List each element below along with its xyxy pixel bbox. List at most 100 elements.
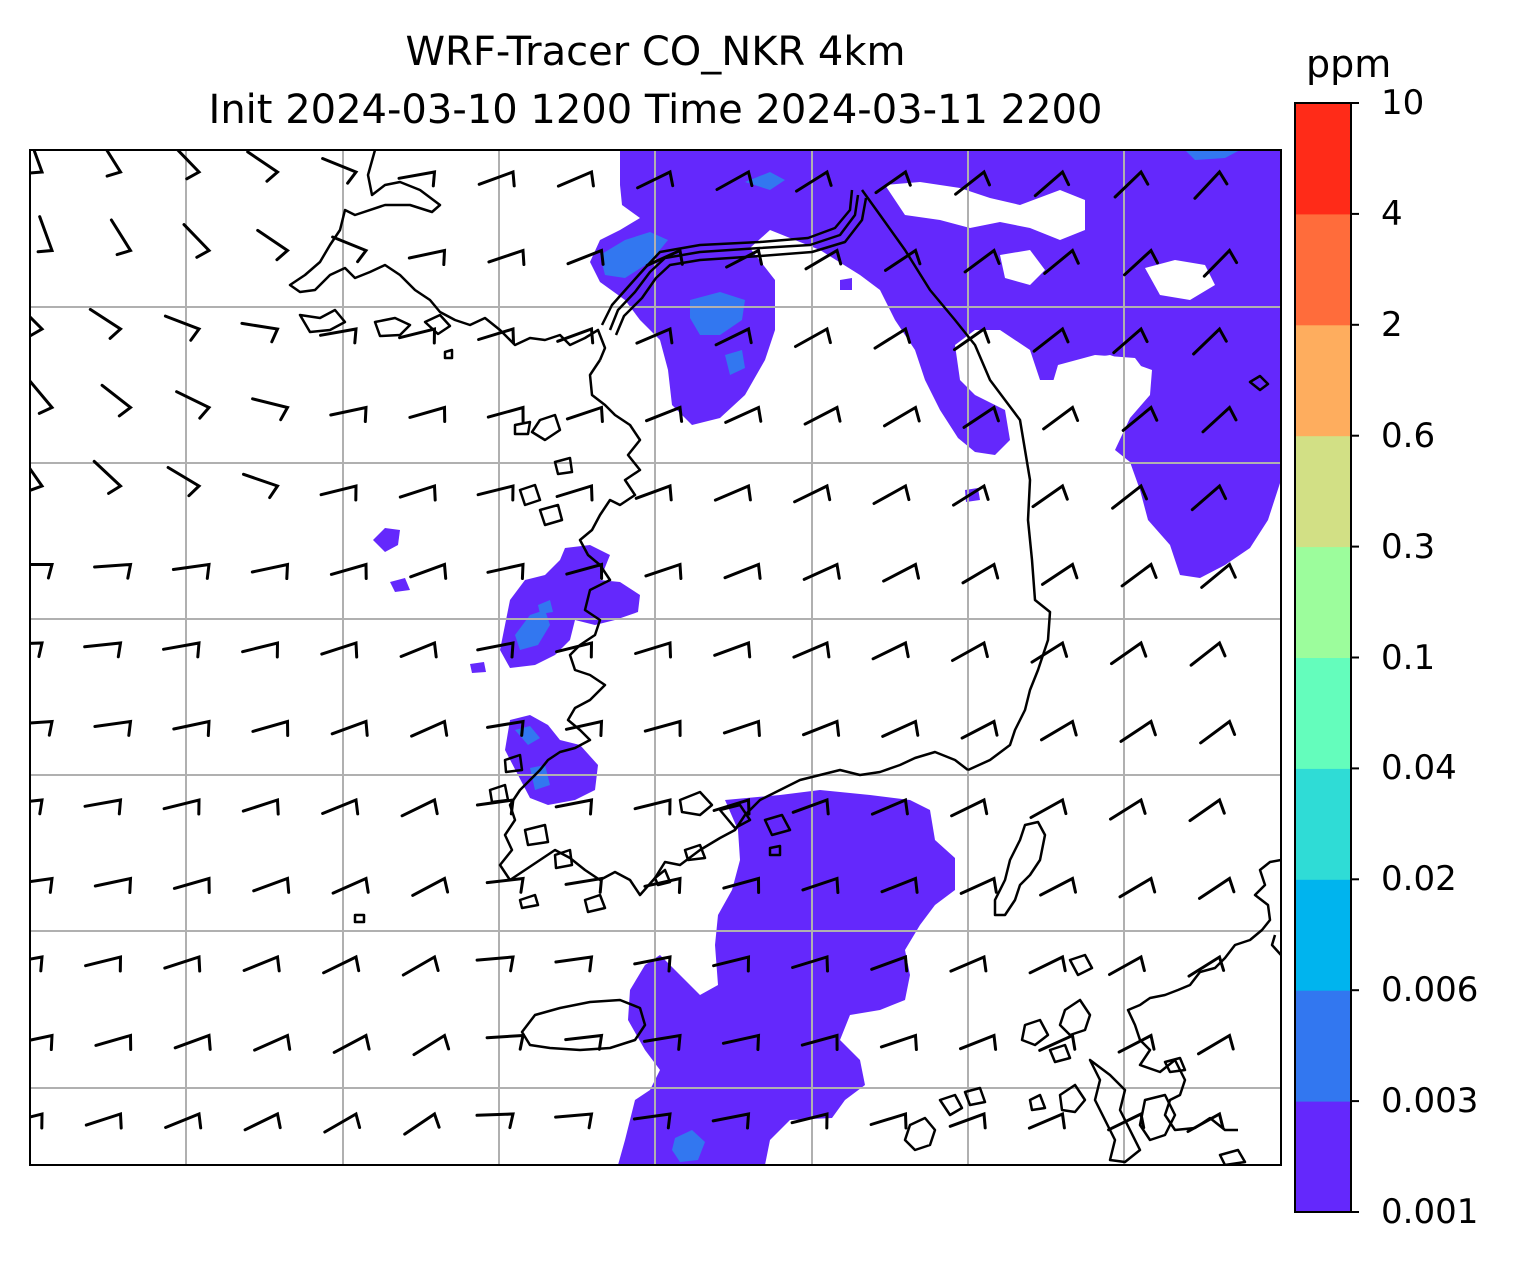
wind-barb — [83, 798, 123, 816]
wind-barb — [331, 876, 370, 895]
wind-barb — [1189, 640, 1227, 667]
wind-barb — [1193, 169, 1229, 200]
wind-barb — [162, 798, 201, 816]
wind-barb — [251, 719, 290, 737]
wind-barb — [475, 955, 515, 973]
tracer-core-3 — [725, 350, 745, 375]
wind-barb — [104, 150, 123, 178]
wind-barb — [1042, 405, 1080, 431]
wind-barb — [871, 640, 910, 661]
tracer-blob-5 — [470, 662, 486, 673]
wind-barb — [319, 327, 358, 345]
wind-barb — [1107, 1111, 1146, 1132]
wind-barb — [1033, 169, 1071, 198]
wind-barb — [791, 954, 829, 973]
wind-barb — [475, 1112, 515, 1130]
wind-barb — [403, 1111, 441, 1136]
wind-barb — [1186, 1111, 1225, 1133]
colorbar-segment — [1295, 657, 1351, 769]
wind-barb — [411, 876, 450, 897]
colorbar-tick-label: 10 — [1381, 83, 1425, 123]
tracer-blob-4 — [390, 578, 410, 592]
map-area — [30, 150, 1281, 1165]
wind-barb — [962, 405, 1000, 429]
wind-barb — [644, 562, 683, 580]
wind-barb — [407, 248, 447, 266]
wind-barb — [874, 169, 912, 195]
wind-barb — [802, 719, 841, 737]
wind-barb — [30, 563, 54, 580]
wind-barb — [724, 405, 763, 424]
wind-barb — [554, 1112, 594, 1130]
map-title-line2: Init 2024-03-10 1200 Time 2024-03-11 220… — [208, 87, 1103, 133]
wind-barb — [398, 483, 437, 502]
wind-barb — [790, 1112, 829, 1130]
colorbar-segment — [1295, 990, 1351, 1102]
wind-barb — [93, 562, 133, 580]
wind-barb — [83, 641, 123, 659]
wind-barb — [30, 314, 45, 338]
wind-barb — [960, 719, 999, 740]
wind-barb — [1043, 248, 1080, 275]
wind-barb — [1201, 405, 1238, 434]
wind-barb — [487, 248, 526, 266]
wind-barb — [30, 955, 44, 973]
tracer-core-2 — [690, 292, 745, 335]
wind-barb — [246, 150, 280, 183]
wind-barb — [1113, 169, 1150, 199]
wind-barb — [320, 640, 359, 659]
wind-barb — [84, 955, 123, 973]
wind-barb — [409, 562, 448, 580]
wind-barb — [565, 405, 604, 423]
wind-barb — [1109, 797, 1147, 821]
wind-barb — [1030, 640, 1069, 664]
wind-barb — [329, 562, 368, 580]
border-east — [860, 189, 1052, 772]
coastline-japan — [1126, 858, 1281, 1132]
colorbar-tick-label: 2 — [1381, 304, 1403, 345]
wind-barb — [951, 640, 989, 662]
wind-barb — [1032, 326, 1070, 353]
wind-barb — [166, 466, 202, 498]
colorbar-tick-label: 0.6 — [1381, 415, 1436, 456]
colorbar-tick-label: 0.001 — [1381, 1192, 1479, 1232]
wind-barb — [954, 169, 991, 196]
wind-barb — [949, 954, 988, 973]
wind-barb — [1190, 483, 1228, 512]
coastlines-and-borders — [288, 150, 1281, 1165]
wind-barb — [253, 1033, 292, 1052]
colorbar-segment — [1295, 213, 1351, 326]
wind-barb — [1188, 797, 1226, 823]
wind-barb — [1199, 719, 1237, 745]
wind-barb — [791, 797, 830, 816]
wind-barb — [948, 1111, 987, 1130]
wind-barb — [93, 719, 133, 737]
tracer-plume-north — [590, 150, 1281, 578]
wind-barb — [321, 797, 360, 816]
wind-barb — [172, 719, 211, 737]
wind-barb — [36, 215, 55, 254]
wind-barb — [634, 483, 673, 502]
wind-barb — [1202, 248, 1239, 278]
tracer-gap-3 — [1145, 260, 1215, 300]
wind-barb — [175, 390, 212, 420]
wind-barb — [564, 876, 604, 894]
wind-barb — [476, 641, 515, 659]
wind-barb — [1041, 562, 1079, 586]
colorbar-segment — [1295, 879, 1351, 991]
wind-barb — [30, 798, 44, 816]
wind-barb — [182, 223, 212, 259]
tracer-gap-2 — [1000, 250, 1045, 285]
colorbar-tick-label: 4 — [1381, 193, 1403, 234]
wind-barb — [1027, 1111, 1066, 1130]
wind-barb — [399, 640, 438, 659]
wind-barb — [329, 405, 368, 423]
wind-barb — [793, 483, 832, 504]
wind-barb — [93, 876, 133, 894]
wind-barb — [1031, 483, 1069, 509]
tracer-core-south — [672, 1130, 705, 1162]
wind-barb — [721, 1033, 761, 1051]
wind-barb — [869, 1111, 908, 1130]
wind-barb — [715, 169, 754, 191]
wind-barb — [803, 405, 842, 426]
